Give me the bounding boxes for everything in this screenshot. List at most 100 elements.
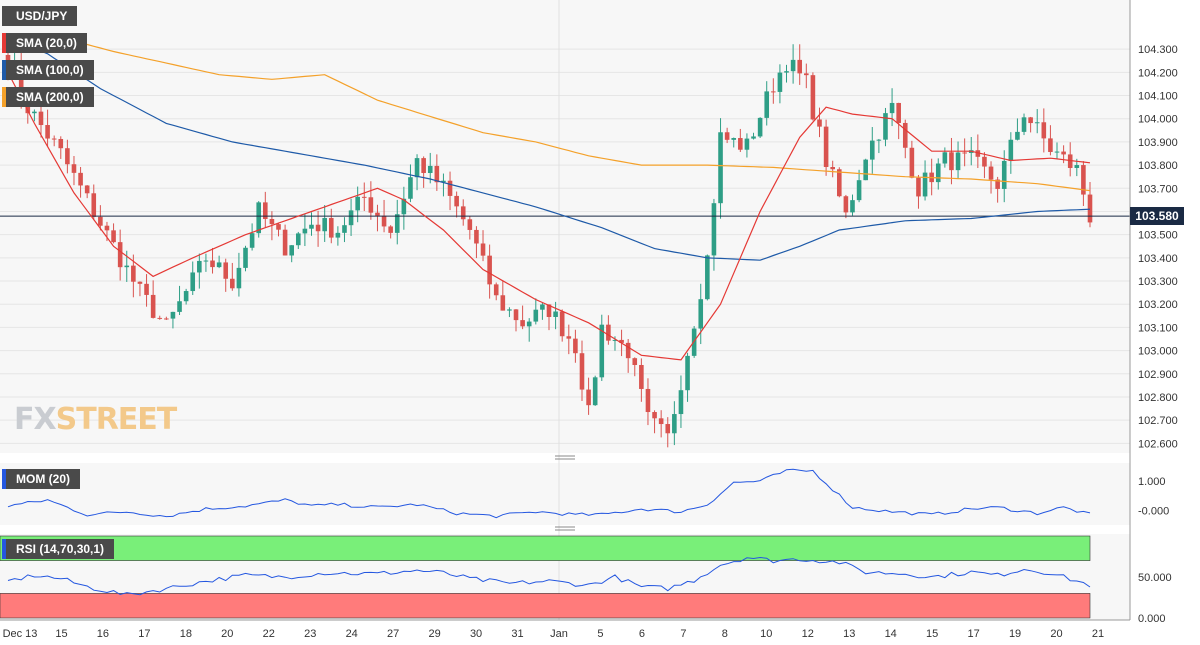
candle (230, 262, 235, 291)
candle (724, 127, 730, 144)
time-tick-label: 22 (263, 628, 275, 640)
price-tick-label: 103.200 (1138, 299, 1178, 311)
candle (665, 417, 671, 448)
candle (1008, 132, 1014, 174)
rsi-oversold-zone (0, 593, 1091, 619)
candle (45, 109, 50, 147)
candle (210, 247, 215, 274)
price-tick-label: 102.700 (1138, 415, 1178, 427)
mom-label[interactable]: MOM (20) (2, 469, 80, 489)
time-tick-label: 16 (97, 628, 109, 640)
candle (401, 186, 407, 230)
candle (526, 318, 532, 342)
candle (263, 191, 268, 229)
candle (137, 281, 143, 297)
candle (988, 161, 994, 194)
time-tick-label: 15 (55, 628, 67, 640)
sma200-label[interactable]: SMA (200,0) (2, 87, 94, 107)
candle (751, 132, 756, 140)
candle (546, 304, 552, 331)
time-tick-label: 12 (802, 628, 814, 640)
time-tick-label: 7 (680, 628, 686, 640)
rsi-label[interactable]: RSI (14,70,30,1) (2, 539, 115, 559)
candle (164, 316, 169, 320)
candle (500, 280, 506, 311)
candle (777, 64, 783, 104)
rsi-pane-splitter[interactable] (555, 526, 575, 531)
candle (91, 184, 97, 221)
candle (1067, 142, 1073, 177)
price-tick-label: 104.000 (1138, 114, 1178, 126)
candle (797, 44, 803, 85)
candle (1034, 109, 1040, 134)
candle (863, 158, 868, 181)
candle (1081, 161, 1086, 206)
candle (771, 78, 776, 104)
mom-line (7, 468, 1091, 519)
instrument-label[interactable]: USD/JPY (2, 6, 78, 26)
candle (962, 138, 967, 167)
candle (507, 307, 512, 318)
candle (58, 136, 64, 159)
rsi-tick-label: 0.000 (1138, 613, 1166, 625)
candle (322, 205, 327, 242)
sma20-color-swatch (2, 33, 6, 53)
candle (361, 182, 367, 211)
candle (190, 261, 196, 295)
candlesticks (5, 44, 1093, 448)
candle (342, 217, 347, 243)
candle (744, 133, 750, 158)
candle (540, 302, 545, 320)
candle (302, 213, 308, 247)
time-tick-label: 10 (760, 628, 772, 640)
candle (84, 185, 90, 199)
axis-tick-labels: 104.300 104.200 104.100 104.000 103.900 103.8… (3, 44, 1178, 640)
price-tick-label: 103.900 (1138, 137, 1178, 149)
price-tick-label: 102.600 (1138, 438, 1178, 450)
sma20-label[interactable]: SMA (20,0) (2, 33, 87, 53)
candle (289, 245, 294, 263)
candle (850, 194, 855, 216)
time-tick-label: 19 (1009, 628, 1021, 640)
candle (513, 309, 519, 332)
time-tick-label: Dec 13 (3, 628, 38, 640)
candle (975, 134, 981, 169)
candle (804, 63, 809, 89)
candle (876, 138, 882, 154)
candle (883, 107, 888, 147)
time-tick-label: 8 (722, 628, 728, 640)
candle (236, 252, 242, 297)
candle (1015, 118, 1020, 141)
mom-pane-splitter[interactable] (555, 455, 575, 460)
candle (935, 158, 941, 190)
candle (685, 352, 690, 402)
price-tick-label: 103.400 (1138, 253, 1178, 265)
candle (375, 204, 380, 232)
time-tick-label: 6 (639, 628, 645, 640)
candle (586, 377, 591, 415)
candle (295, 231, 301, 250)
candle (559, 309, 565, 342)
candle (408, 164, 413, 203)
candle (1048, 125, 1053, 156)
candle (197, 253, 202, 289)
candle (447, 171, 453, 211)
price-tick-label: 104.200 (1138, 67, 1178, 79)
candle (823, 119, 829, 176)
candle (553, 301, 558, 330)
price-tick-label: 104.300 (1138, 44, 1178, 56)
candle (625, 338, 631, 373)
candle (328, 208, 334, 244)
candle (645, 378, 651, 426)
price-tick-label: 102.800 (1138, 392, 1178, 404)
candle (1087, 182, 1093, 228)
candle (460, 199, 466, 226)
time-tick-label: 18 (180, 628, 192, 640)
candle (487, 244, 492, 299)
candle (203, 253, 209, 272)
price-tick-label: 103.800 (1138, 160, 1178, 172)
sma100-color-swatch (2, 60, 6, 80)
candle (579, 340, 585, 401)
sma100-label[interactable]: SMA (100,0) (2, 60, 94, 80)
candle (955, 141, 961, 179)
